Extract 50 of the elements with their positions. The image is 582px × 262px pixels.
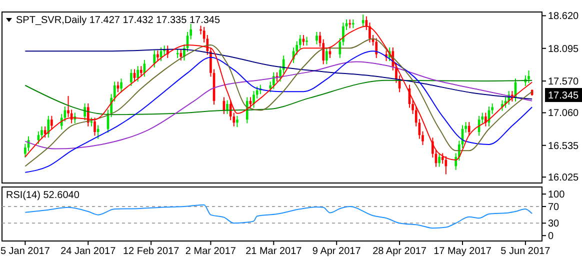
candlestick [180, 48, 182, 61]
y-tick-label: 100 [548, 190, 566, 201]
y-tick-label: 0 [548, 231, 554, 242]
x-tick-label: 2 Mar 2017 [185, 246, 236, 257]
y-tick-label: 17.570 [548, 76, 580, 88]
chart-title: RSI(14) 52.6040 [6, 190, 80, 201]
candlestick [438, 152, 440, 168]
chart-title: SPT_SVR,Daily 17.427 17.432 17.335 17.345 [16, 15, 220, 26]
candlestick [140, 66, 142, 78]
x-tick-label: 5 Jun 2017 [500, 246, 551, 257]
y-tick-label: 16.025 [548, 172, 580, 184]
candlestick [302, 34, 305, 46]
x-tick-label: 24 Jan 2017 [60, 246, 116, 257]
x-tick-label: 9 Apr 2017 [312, 246, 362, 257]
candlestick [328, 46, 332, 59]
candlestick [468, 122, 470, 136]
candlestick [47, 115, 50, 138]
candlestick [362, 14, 364, 28]
candlestick [130, 68, 132, 86]
x-tick-label: 21 Mar 2017 [246, 246, 302, 257]
candlestick [120, 78, 122, 93]
candlestick [316, 31, 318, 45]
x-tick-label: 28 Apr 2017 [372, 246, 427, 257]
line-series [24, 204, 533, 229]
candlestick [94, 117, 96, 136]
candlestick [252, 90, 255, 108]
candlestick [156, 50, 159, 62]
candlestick [226, 100, 228, 114]
candlestick [326, 46, 328, 65]
x-tick-label: 12 Feb 2017 [122, 246, 180, 257]
line-series [24, 80, 533, 116]
candlestick [236, 115, 238, 128]
text: 17.345 [548, 90, 580, 102]
y-tick-label: 17.060 [548, 108, 580, 120]
line-series [24, 48, 533, 100]
candlestick [528, 70, 530, 84]
line-series [24, 61, 533, 150]
x-tick-label: 17 May 2017 [434, 246, 492, 257]
y-tick-label: 30 [548, 218, 560, 230]
y-tick-label: 70 [548, 202, 560, 214]
y-tick-label: 16.535 [548, 140, 580, 152]
candlestick [84, 102, 86, 121]
candlestick [50, 115, 53, 130]
y-tick-label: 18.620 [548, 11, 580, 22]
x-tick-label: 5 Jan 2017 [0, 246, 50, 257]
candlestick [153, 50, 156, 68]
candlestick [375, 38, 378, 59]
candlestick [272, 72, 275, 90]
y-tick-label: 18.095 [548, 44, 580, 55]
candlestick [136, 66, 139, 82]
